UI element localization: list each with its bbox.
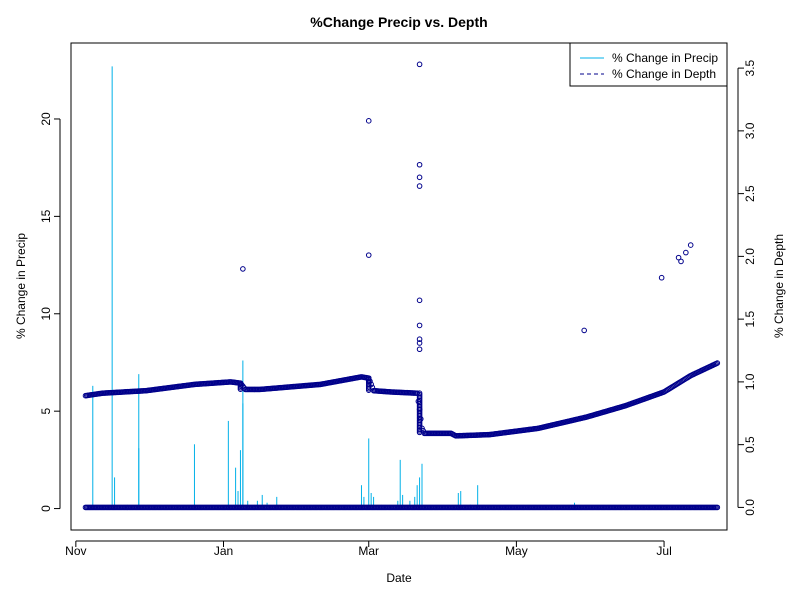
depth-outlier-point xyxy=(365,252,372,258)
x-tick-label: May xyxy=(505,544,528,558)
legend: % Change in Precip % Change in Depth xyxy=(569,42,728,87)
depth-outlier-point xyxy=(675,254,682,261)
legend-depth-label: % Change in Depth xyxy=(612,67,716,81)
x-tick-label: Jan xyxy=(214,544,233,558)
x-tick-label: Jul xyxy=(656,544,671,558)
depth-trend-point xyxy=(416,429,423,436)
y-right-tick-label: 1.0 xyxy=(743,373,757,390)
depth-outlier-point xyxy=(658,274,665,281)
y-left-tick-label: 0 xyxy=(39,505,53,512)
depth-trend-point xyxy=(365,387,372,393)
y-left-tick-label: 20 xyxy=(39,112,53,126)
depth-outlier-point xyxy=(416,174,423,181)
depth-outlier-point xyxy=(416,297,423,304)
y-right-tick-label: 3.0 xyxy=(743,122,757,139)
y-right-tick-label: 2.5 xyxy=(743,185,757,202)
depth-outlier-point xyxy=(240,266,246,272)
y-left-tick-label: 15 xyxy=(39,209,53,223)
depth-trend-point xyxy=(237,386,244,392)
depth-outlier-point xyxy=(416,340,423,346)
depth-outlier-point xyxy=(683,249,689,256)
axes: Nov Jan Mar May Jul 0 5 10 15 20 0.0 0.5 1.0 1.5 2.0 2.… xyxy=(39,42,757,558)
depth-trend-point xyxy=(714,360,721,366)
y-right-tick-label: 3.5 xyxy=(743,59,757,76)
legend-precip-label: % Change in Precip xyxy=(612,51,718,65)
x-tick-label: Mar xyxy=(358,544,379,558)
plot-frame xyxy=(70,42,728,531)
y-right-tick-label: 2.0 xyxy=(743,248,757,265)
depth-outlier-point xyxy=(416,61,423,68)
depth-outlier-point xyxy=(687,242,694,248)
depth-outlier-point xyxy=(678,258,684,265)
depth-outlier-point xyxy=(416,183,423,189)
x-tick-label: Nov xyxy=(65,544,86,558)
depth-baseline-point xyxy=(714,504,721,511)
x-axis-label: Date xyxy=(386,571,412,585)
y-axis-right-label: % Change in Depth xyxy=(772,234,786,338)
depth-outlier-point xyxy=(581,327,587,334)
depth-outlier-point xyxy=(416,322,423,329)
depth-outlier-point xyxy=(365,118,372,124)
y-right-tick-label: 0.0 xyxy=(743,499,757,516)
y-left-tick-label: 5 xyxy=(39,408,53,415)
y-right-tick-label: 1.5 xyxy=(743,310,757,327)
legend-box xyxy=(569,42,728,87)
y-right-tick-label: 0.5 xyxy=(743,436,757,453)
chart-title: %Change Precip vs. Depth xyxy=(310,14,487,30)
y-axis-left-label: % Change in Precip xyxy=(14,233,28,339)
depth-outlier-point xyxy=(416,161,423,168)
plot-area xyxy=(82,61,721,511)
y-left-tick-label: 10 xyxy=(39,307,53,321)
depth-outlier-point xyxy=(416,336,423,343)
depth-outlier-point xyxy=(416,346,423,353)
